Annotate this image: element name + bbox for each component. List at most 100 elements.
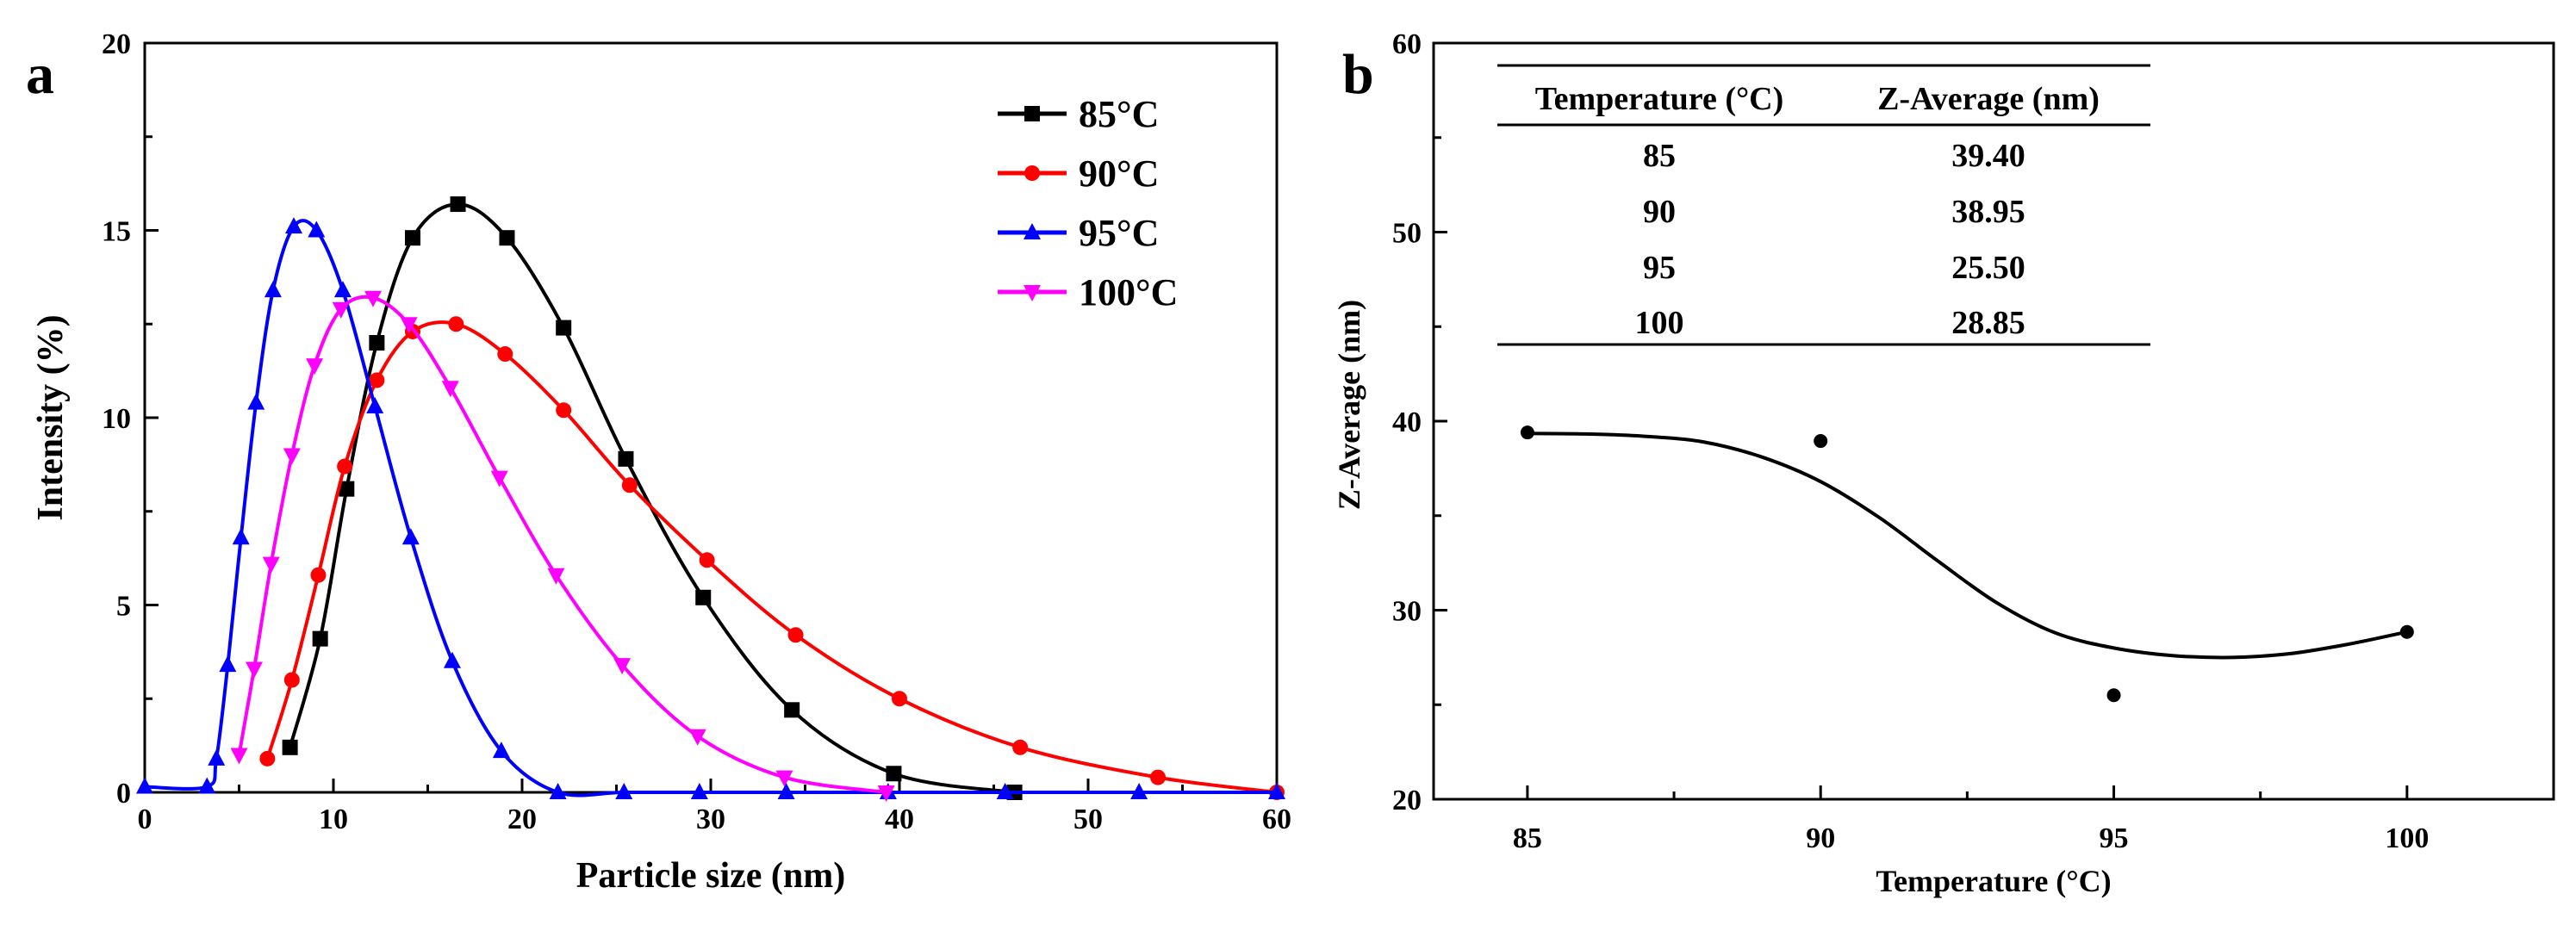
table-cell-zavg-1: 39.40 [1951,138,2025,174]
data-point [1012,739,1029,755]
data-point [1268,783,1285,799]
panel-b-fit-curve [1527,431,2408,660]
y-tick-label: 60 [1392,28,1422,60]
panel-a-y-axis-title: Intensity (%) [31,314,71,520]
data-point [490,470,508,487]
legend-marker [1024,106,1040,121]
x-tick-label: 0 [138,804,152,835]
x-tick-label: 20 [507,804,537,835]
panel-a-series [136,196,1285,802]
data-point [877,785,895,802]
y-tick-label: 0 [116,778,131,810]
data-point [886,766,902,782]
data-point [262,556,280,574]
data-point [556,402,572,419]
y-tick-label: 15 [102,216,131,248]
series-line [237,295,887,794]
data-point [1150,769,1167,785]
data-point [208,748,226,766]
data-point [219,655,237,673]
legend-marker [1024,285,1041,301]
data-point [364,290,382,307]
panel-a: a 0 10 20 30 40 50 60 0 5 10 15 20 85°C 90°C 95°C 100°… [26,28,1291,896]
x-tick-label: 60 [1262,804,1291,835]
legend-label: 90°C [1079,152,1159,195]
series-line [265,320,1278,794]
x-tick-label: 95 [2100,822,2129,854]
x-tick-label: 90 [1806,822,1835,854]
data-point [333,281,352,298]
data-point [497,346,513,363]
panel-b-tick-labels: 85 90 95 100 20 30 40 50 60 [1392,28,2429,854]
data-point [339,481,355,497]
data-point [366,396,384,413]
data-point [492,742,510,759]
data-point [1130,783,1148,799]
y-tick-label: 20 [1392,785,1422,816]
legend-item: 95°C [998,212,1159,254]
data-point [777,783,795,799]
data-point [448,316,464,332]
panel-b-points [1520,425,2414,703]
data-point [369,335,385,351]
x-tick-label: 50 [1073,804,1103,835]
table-cell-zavg-4: 28.85 [1951,305,2025,341]
data-point [1520,425,1534,440]
legend-item: 90°C [998,152,1159,195]
data-point [401,528,420,545]
data-point [369,372,385,388]
x-tick-label: 100 [2385,822,2429,854]
table-cell-temp-3: 95 [1643,250,1676,286]
panel-a-legend: 85°C 90°C 95°C 100°C [998,93,1178,313]
data-point [264,281,282,298]
panel-b-x-axis-title: Temperature (°C) [1876,864,2111,898]
data-point [615,783,633,799]
data-point [787,627,804,643]
data-point [547,568,565,585]
legend-label: 85°C [1079,93,1159,135]
legend-item: 100°C [998,271,1178,313]
data-point [499,230,515,246]
data-point [283,448,301,465]
legend-marker [1024,165,1040,181]
data-point [613,658,632,675]
data-point [308,220,326,238]
data-point [784,702,800,718]
series-4 [230,290,895,802]
panel-b: b 85 90 95 100 20 30 40 50 60 Temperature (°C) Z… [1332,28,2555,898]
data-point [312,630,328,647]
data-point [690,783,708,799]
series-2 [259,316,1285,800]
data-point [259,750,276,767]
data-point [450,196,466,213]
x-tick-label: 85 [1513,822,1542,854]
panel-a-letter: a [26,43,54,106]
data-point [404,230,420,246]
data-point [230,748,248,765]
data-point [441,381,459,398]
data-point [285,217,303,234]
data-point [618,450,634,467]
data-point [246,661,264,679]
panel-b-ticks [1434,41,2409,801]
table-cell-temp-2: 90 [1643,194,1676,230]
data-point [1814,434,1828,449]
y-tick-label: 50 [1392,218,1422,250]
x-tick-label: 30 [696,804,725,835]
legend-label: 95°C [1079,212,1159,254]
y-tick-label: 30 [1392,596,1422,628]
table-cell-zavg-2: 38.95 [1951,194,2025,230]
legend-label: 100°C [1079,271,1178,313]
data-point [443,651,461,668]
data-point [996,783,1014,799]
data-point [695,589,712,605]
data-point [699,552,715,568]
data-point [892,691,907,707]
data-point [310,567,327,583]
data-point [2106,688,2121,703]
panel-a-x-axis-title: Particle size (nm) [576,856,846,896]
data-point [198,777,216,794]
y-tick-label: 20 [102,28,131,60]
table-cell-temp-4: 100 [1635,305,1684,341]
